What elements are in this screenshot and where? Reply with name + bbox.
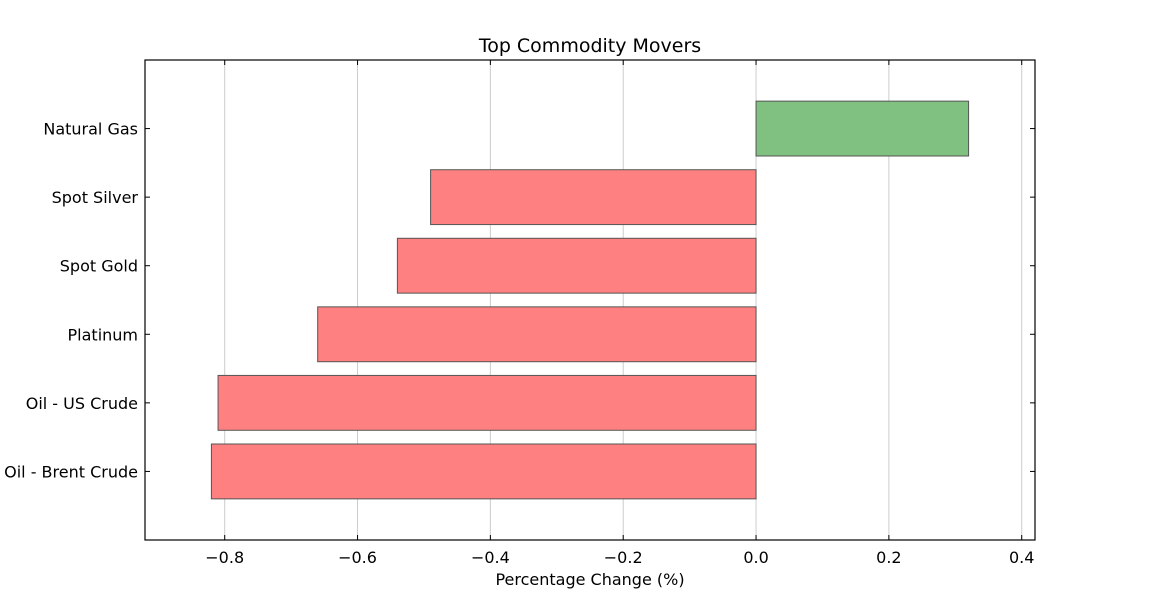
- category-label: Spot Gold: [60, 257, 138, 276]
- category-label: Platinum: [68, 325, 138, 344]
- category-labels: Natural Gas Spot Silver Spot Gold Platinum O…: [4, 120, 138, 482]
- bar-platinum: [317, 306, 757, 363]
- category-label: Oil - Brent Crude: [4, 462, 138, 481]
- x-tick-label: −0.8: [205, 548, 244, 567]
- plot-frame: [144, 59, 1036, 541]
- bar-oil-us-crude: [217, 374, 757, 431]
- x-tick-label: 0.2: [876, 548, 901, 567]
- bar-natural-gas: [755, 100, 970, 157]
- x-tick-label: 0.4: [1009, 548, 1034, 567]
- category-label: Spot Silver: [52, 188, 139, 207]
- category-label: Natural Gas: [43, 120, 138, 139]
- x-tick-label: −0.2: [604, 548, 643, 567]
- category-label: Oil - US Crude: [26, 394, 138, 413]
- bar-spot-silver: [430, 169, 757, 226]
- x-tick-label: 0.0: [743, 548, 768, 567]
- ticks: [145, 60, 1035, 540]
- x-tick-label: −0.6: [338, 548, 377, 567]
- chart-title: Top Commodity Movers: [478, 35, 701, 57]
- bar-spot-gold: [396, 237, 757, 294]
- x-tick-label: −0.4: [471, 548, 510, 567]
- x-tick-labels: −0.8 −0.6 −0.4 −0.2 0.0 0.2 0.4: [205, 548, 1034, 567]
- x-axis-label: Percentage Change (%): [495, 570, 684, 589]
- bars: [210, 100, 970, 500]
- bar-oil-brent-crude: [210, 443, 757, 500]
